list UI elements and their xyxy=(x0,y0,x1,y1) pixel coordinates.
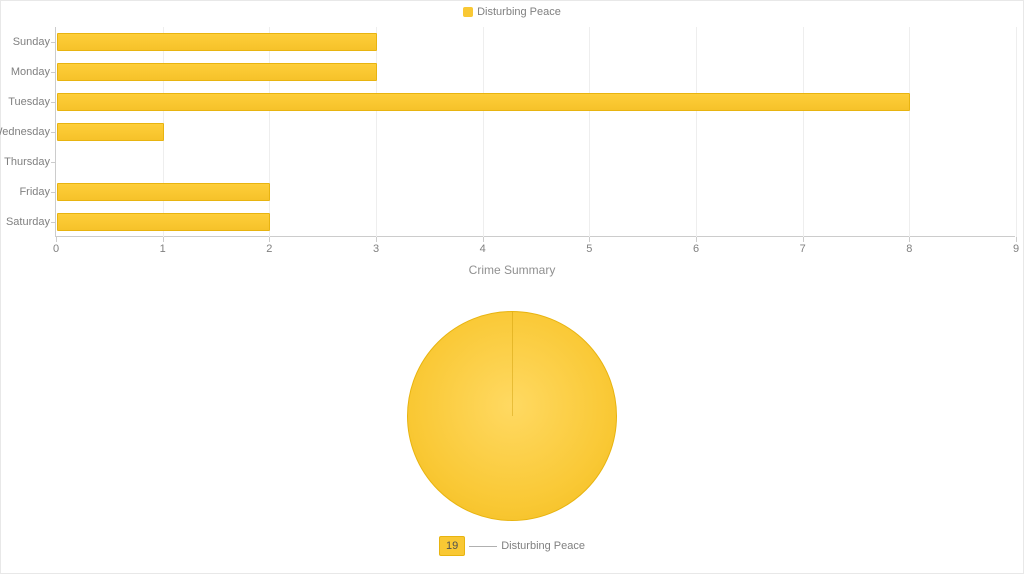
bar xyxy=(57,213,270,231)
bar xyxy=(57,183,270,201)
bar-row: Wednesday xyxy=(56,117,1016,147)
bar-row: Monday xyxy=(56,57,1016,87)
bar-category-label: Saturday xyxy=(6,216,56,228)
xtick-label: 4 xyxy=(480,243,486,255)
xtick-mark xyxy=(1016,237,1017,242)
xtick-mark xyxy=(696,237,697,242)
xtick-mark xyxy=(483,237,484,242)
legend-label: Disturbing Peace xyxy=(477,6,561,18)
xtick-mark xyxy=(163,237,164,242)
bar xyxy=(57,93,910,111)
bar-category-label: Monday xyxy=(11,66,56,78)
pie-chart: 19 Disturbing Peace xyxy=(1,311,1023,571)
xtick-label: 0 xyxy=(53,243,59,255)
legend-swatch xyxy=(463,7,473,17)
pie-legend-connector xyxy=(469,546,497,547)
xtick-label: 9 xyxy=(1013,243,1019,255)
xtick-mark xyxy=(269,237,270,242)
pie-slice-divider xyxy=(512,312,513,416)
ytick-mark xyxy=(51,192,56,193)
xtick-label: 3 xyxy=(373,243,379,255)
xtick-label: 2 xyxy=(266,243,272,255)
bar xyxy=(57,33,377,51)
xtick-label: 1 xyxy=(160,243,166,255)
xtick-mark xyxy=(803,237,804,242)
bar-category-label: Wednesday xyxy=(0,126,56,138)
ytick-mark xyxy=(51,102,56,103)
bar-row: Thursday xyxy=(56,147,1016,177)
bar xyxy=(57,63,377,81)
xtick-label: 5 xyxy=(586,243,592,255)
xtick-mark xyxy=(376,237,377,242)
pie-legend-label: Disturbing Peace xyxy=(501,540,585,552)
gridline xyxy=(1016,27,1017,237)
bar-plot-area: 0123456789SundayMondayTuesdayWednesdayTh… xyxy=(55,27,1015,237)
xtick-label: 8 xyxy=(906,243,912,255)
ytick-mark xyxy=(51,222,56,223)
bar-row: Sunday xyxy=(56,27,1016,57)
xtick-mark xyxy=(589,237,590,242)
x-axis-title: Crime Summary xyxy=(1,263,1023,277)
xtick-label: 6 xyxy=(693,243,699,255)
pie-slice xyxy=(407,311,617,521)
bar-row: Tuesday xyxy=(56,87,1016,117)
xtick-mark xyxy=(909,237,910,242)
bar-chart: 0123456789SundayMondayTuesdayWednesdayTh… xyxy=(55,27,1015,237)
bar-category-label: Sunday xyxy=(13,36,56,48)
xtick-mark xyxy=(56,237,57,242)
pie-count-badge: 19 xyxy=(439,536,465,556)
xtick-label: 7 xyxy=(800,243,806,255)
bar xyxy=(57,123,164,141)
ytick-mark xyxy=(51,162,56,163)
ytick-mark xyxy=(51,42,56,43)
bar-category-label: Thursday xyxy=(4,156,56,168)
chart-container: Disturbing Peace 0123456789SundayMondayT… xyxy=(0,0,1024,574)
bar-row: Saturday xyxy=(56,207,1016,237)
bar-row: Friday xyxy=(56,177,1016,207)
top-legend: Disturbing Peace xyxy=(1,6,1023,18)
bar-category-label: Tuesday xyxy=(8,96,56,108)
ytick-mark xyxy=(51,72,56,73)
ytick-mark xyxy=(51,132,56,133)
pie-legend: 19 Disturbing Peace xyxy=(1,536,1023,556)
